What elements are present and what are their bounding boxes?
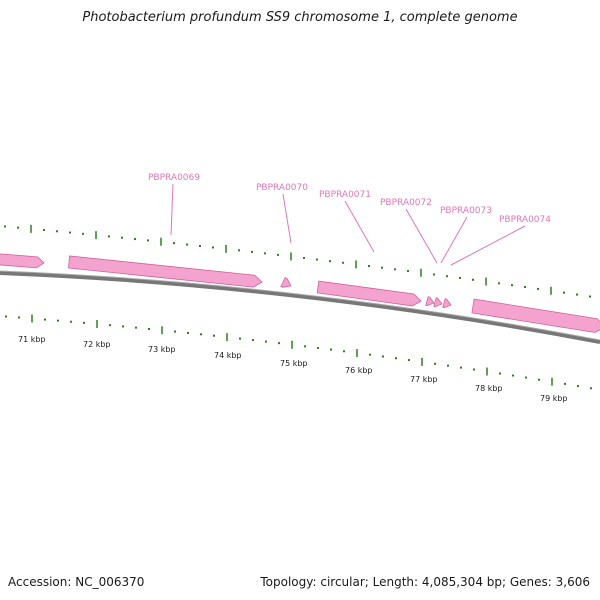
kbp-label-74: 74 kbp bbox=[214, 351, 242, 360]
leader-line bbox=[282, 193, 292, 244]
kbp-label-79: 79 kbp bbox=[540, 394, 568, 403]
leader-line bbox=[440, 216, 468, 264]
gene-label-pbpra0074[interactable]: PBPRA0074 bbox=[499, 215, 551, 225]
chromosome-backbone bbox=[0, 271, 600, 344]
kbp-label-77: 77 kbp bbox=[410, 375, 438, 384]
gene-arrow-pbpra0072 bbox=[425, 296, 435, 307]
gene-arrow-pbpra0073 bbox=[433, 297, 443, 308]
kbp-label-72: 72 kbp bbox=[83, 340, 111, 349]
gene-label-pbpra0069[interactable]: PBPRA0069 bbox=[148, 173, 200, 183]
tick-row-bottom bbox=[5, 314, 592, 390]
gene-track bbox=[0, 253, 600, 333]
gene-arrow-pbpra0074 bbox=[442, 298, 452, 309]
map-title: Photobacterium profundum SS9 chromosome … bbox=[82, 10, 518, 25]
gene-arrow-pbpra0069 bbox=[67, 255, 263, 288]
accession-text: Accession: NC_006370 bbox=[8, 575, 145, 589]
leader-line bbox=[344, 200, 375, 253]
gene-label-pbpra0072[interactable]: PBPRA0072 bbox=[380, 198, 432, 208]
gene-arrow bbox=[0, 253, 45, 269]
kbp-label-78: 78 kbp bbox=[475, 384, 503, 393]
gene-arrow-pbpra0070 bbox=[280, 276, 292, 288]
kbp-label-71: 71 kbp bbox=[18, 335, 46, 344]
gene-label-pbpra0071[interactable]: PBPRA0071 bbox=[319, 190, 371, 200]
gene-arrow-pbpra0071 bbox=[316, 280, 422, 307]
kbp-label-73: 73 kbp bbox=[148, 345, 176, 354]
leader-line bbox=[450, 225, 526, 266]
kbp-label-76: 76 kbp bbox=[345, 366, 373, 375]
gene-arrow bbox=[471, 298, 600, 333]
gene-label-pbpra0073[interactable]: PBPRA0073 bbox=[440, 206, 492, 216]
gene-label-pbpra0070[interactable]: PBPRA0070 bbox=[256, 183, 308, 193]
leader-line bbox=[405, 208, 438, 264]
kbp-label-75: 75 kbp bbox=[280, 359, 308, 368]
label-leaders bbox=[170, 183, 526, 266]
leader-line bbox=[170, 183, 174, 236]
genome-stats-text: Topology: circular; Length: 4,085,304 bp… bbox=[260, 575, 590, 589]
chromosome-backbone-highlight bbox=[0, 270, 600, 341]
tick-row-top bbox=[4, 224, 591, 298]
